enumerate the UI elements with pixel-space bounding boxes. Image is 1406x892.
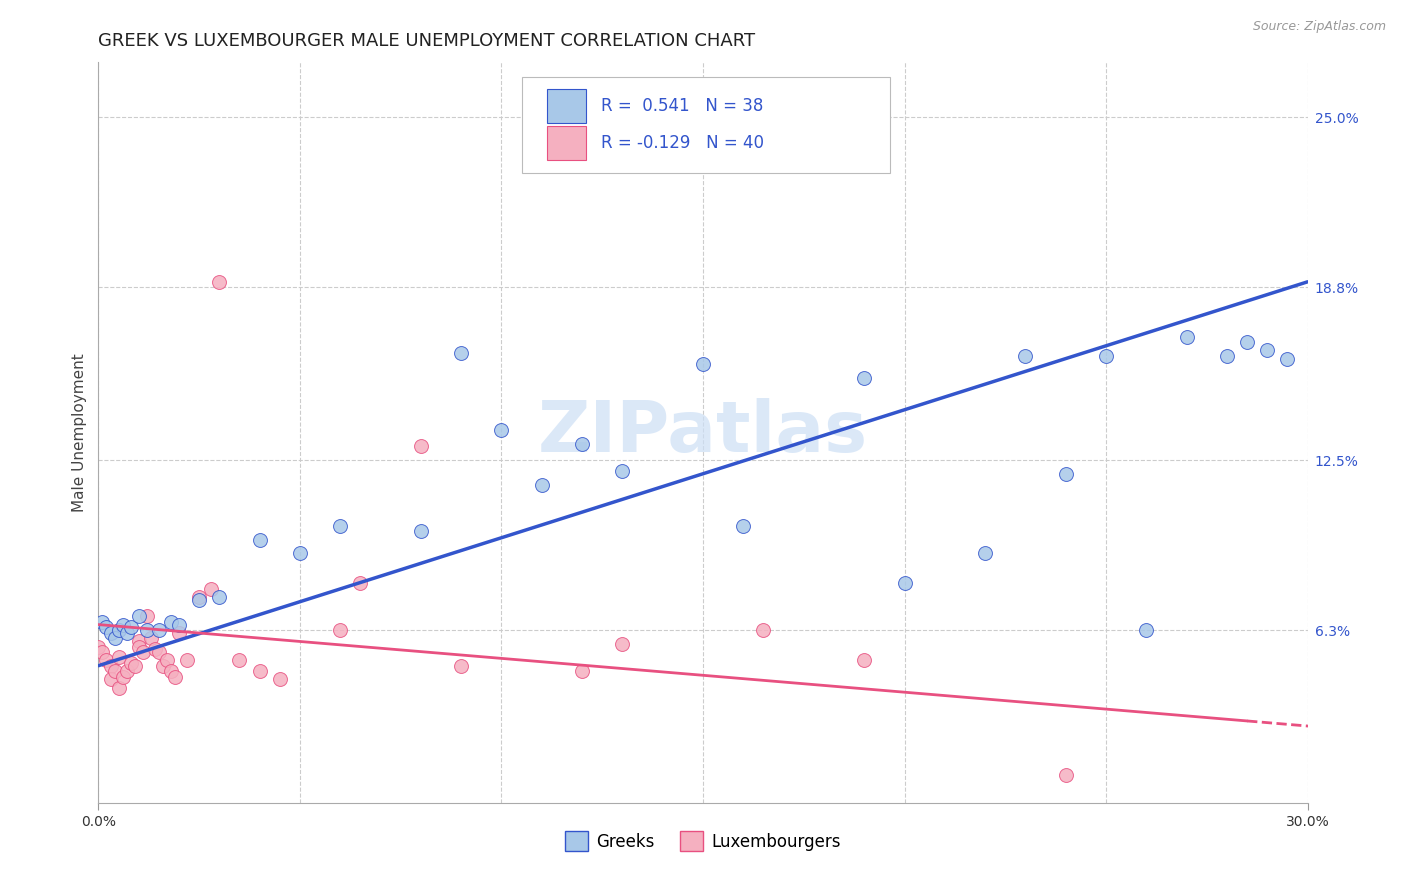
Point [1014,349,1036,363]
Point [409,524,432,539]
Text: Source: ZipAtlas.com: Source: ZipAtlas.com [1253,20,1386,33]
Point [120,620,142,634]
Point [132,645,155,659]
Point [128,640,150,654]
FancyBboxPatch shape [547,126,586,161]
Point [612,464,634,478]
Point [1216,349,1239,363]
Point [571,664,593,678]
Point [148,623,170,637]
Point [135,609,157,624]
Point [100,625,122,640]
Point [893,576,915,591]
Point [228,653,250,667]
Point [571,436,593,450]
Point [124,658,146,673]
Point [100,673,122,687]
Point [100,658,122,673]
Point [1054,768,1077,782]
Text: R =  0.541   N = 38: R = 0.541 N = 38 [602,97,763,115]
Point [148,645,170,659]
Point [1236,335,1258,350]
Legend: Greeks, Luxembourgers: Greeks, Luxembourgers [558,825,848,857]
Text: GREEK VS LUXEMBOURGER MALE UNEMPLOYMENT CORRELATION CHART: GREEK VS LUXEMBOURGER MALE UNEMPLOYMENT … [98,32,755,50]
Point [167,617,190,632]
Point [329,623,352,637]
Point [91,645,114,659]
Point [269,673,291,687]
Point [1095,349,1118,363]
Point [111,670,134,684]
Point [107,623,129,637]
Point [208,275,231,289]
Point [1175,329,1198,343]
FancyBboxPatch shape [522,78,890,173]
Point [349,576,371,591]
Point [974,546,997,560]
Point [612,637,634,651]
FancyBboxPatch shape [547,89,586,123]
Point [409,439,432,453]
Point [853,653,876,667]
Point [692,357,714,371]
Point [160,664,183,678]
Text: R = -0.129   N = 40: R = -0.129 N = 40 [602,134,765,153]
Point [249,664,271,678]
Point [450,658,472,673]
Point [128,609,150,624]
Point [208,590,231,604]
Point [111,617,134,632]
Point [530,477,553,491]
Point [1256,343,1278,358]
Point [188,593,211,607]
Point [139,632,162,646]
Point [96,620,118,634]
Point [156,653,179,667]
Point [96,653,118,667]
Point [143,642,166,657]
Point [188,590,211,604]
Point [115,664,138,678]
Point [200,582,222,596]
Point [1277,351,1299,366]
Point [107,681,129,695]
Point [152,658,174,673]
Y-axis label: Male Unemployment: Male Unemployment [72,353,87,512]
Point [752,623,775,637]
Point [329,519,352,533]
Point [107,650,129,665]
Point [160,615,183,629]
Point [87,640,110,654]
Point [91,615,114,629]
Point [288,546,311,560]
Point [249,533,271,547]
Point [176,653,198,667]
Point [853,371,876,385]
Point [128,634,150,648]
Point [167,625,190,640]
Text: ZIPatlas: ZIPatlas [538,398,868,467]
Point [103,632,125,646]
Point [103,664,125,678]
Point [450,346,472,360]
Point [491,423,513,437]
Point [135,623,157,637]
Point [1135,623,1157,637]
Point [120,656,142,670]
Point [163,670,186,684]
Point [115,625,138,640]
Point [1054,467,1077,481]
Point [733,519,755,533]
